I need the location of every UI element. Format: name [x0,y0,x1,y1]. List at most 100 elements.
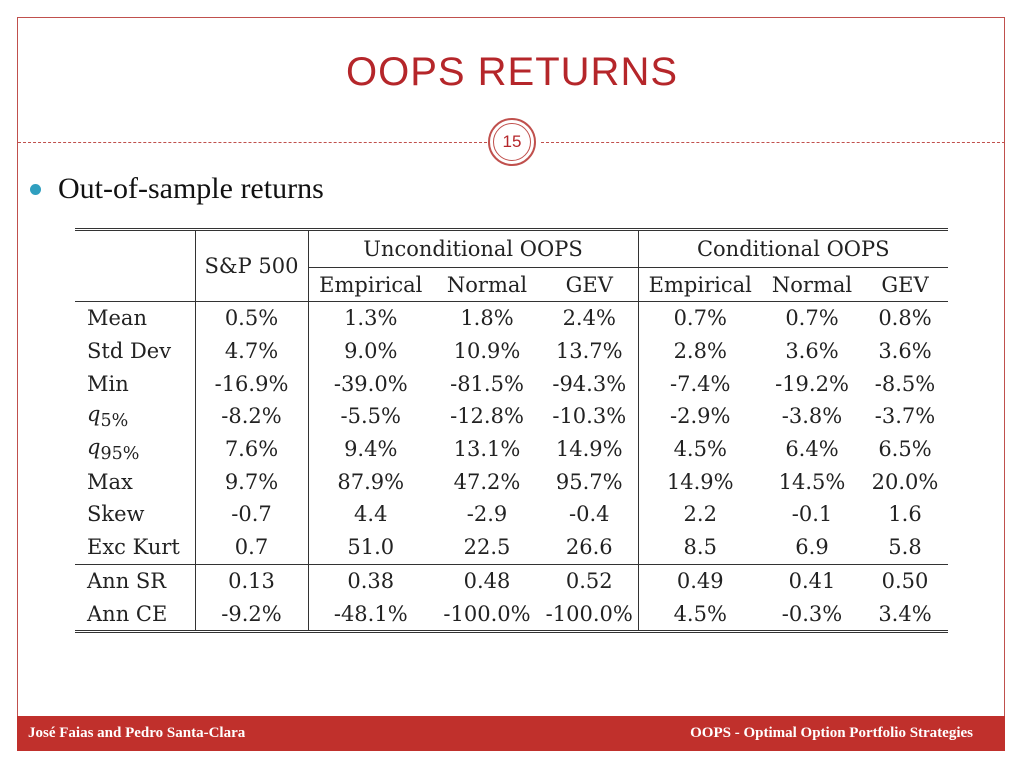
table-cell: 9.4% [307,432,433,466]
footer-authors: José Faias and Pedro Santa-Clara [28,725,246,741]
row-label: q5% [87,401,129,431]
page-number: 15 [493,123,531,161]
table-cell: 0.41 [762,563,862,598]
table-row: Exc Kurt 0.7 51.0 22.5 26.6 8.5 6.9 5.8 [75,530,948,564]
footer-presentation-title: OOPS - Optimal Option Portfolio Strategi… [690,725,973,741]
table-cell: -3.7% [874,404,936,429]
table-cell: -0.4 [569,502,610,527]
table-row: Std Dev 4.7% 9.0% 10.9% 13.7% 2.8% 3.6% 3.6% [75,334,948,368]
table-cell: 14.9% [555,437,623,462]
footer-bar: José Faias and Pedro Santa-Clara OOPS - … [17,716,1005,751]
table-cell: 14.9% [637,465,762,499]
table-cell: 4.4 [307,498,433,531]
table-row: Skew -0.7 4.4 -2.9 -0.4 2.2 -0.1 1.6 [75,498,948,531]
table-cell: -5.5% [307,400,433,433]
table-cell: -100.0% [545,601,633,626]
table-row: Ann CE -9.2% -48.1% -100.0% -100.0% 4.5% -0.3%… [75,597,948,632]
slide-title: OOPS RETURNS [345,50,679,94]
table-cell: 6.4% [785,437,839,462]
row-label: Skew [87,502,145,527]
table-cell: 1.8% [460,306,514,331]
page-number-badge: 15 [488,118,536,166]
table-cell: 7.6% [194,432,308,466]
bullet-dot-icon [30,183,41,195]
table-row: Mean 0.5% 1.3% 1.8% 2.4% 0.7% 0.7% 0.8% [75,301,948,335]
table-cell: -0.3% [781,601,843,626]
table-cell: 0.5% [194,301,308,335]
table-cell: 95.7% [555,469,623,494]
row-label: Mean [87,306,147,331]
row-label: Ann CE [87,601,168,626]
column-header: Normal [762,267,862,302]
table-cell: 0.7% [637,301,762,335]
table-cell: -9.2% [194,597,308,632]
table-cell: 2.2 [637,498,762,531]
table-cell: 47.2% [453,469,521,494]
row-label: Max [87,469,133,494]
table-cell: -8.5% [874,371,936,396]
sp500-header: S&P 500 [194,229,308,302]
table-cell: 0.38 [307,563,433,598]
table-cell: 5.8 [888,535,922,560]
bullet-item: Out-of-sample returns [30,172,324,206]
table-cell: 0.8% [878,306,932,331]
table-cell: 4.5% [637,597,762,632]
table-row: q95% 7.6% 9.4% 13.1% 14.9% 4.5% 6.4% 6.5% [75,432,948,466]
table-cell: 9.7% [194,465,308,499]
table-cell: 13.1% [453,437,521,462]
table-cell: -16.9% [194,367,308,401]
table-cell: -81.5% [450,371,524,396]
row-label: Std Dev [87,339,172,364]
table-cell: 0.50 [862,563,948,598]
returns-table-container: S&P 500 Unconditional OOPS Conditional O… [75,228,948,633]
table-row: q5% -8.2% -5.5% -12.8% -10.3% -2.9% -3.8% -3.7% [75,400,948,433]
table-cell: -0.7 [194,498,308,531]
table-cell: 0.52 [541,563,638,598]
table-cell: 2.8% [637,334,762,368]
table-cell: 26.6 [565,535,613,560]
table-cell: 13.7% [555,339,623,364]
table-cell: -2.9 [466,502,508,527]
title-divider-left [18,142,487,143]
conditional-group-header: Conditional OOPS [637,229,948,268]
table-cell: 8.5 [637,530,762,564]
table-cell: 10.9% [453,339,521,364]
table-cell: 51.0 [307,530,433,564]
table-cell: -8.2% [194,400,308,433]
column-header: GEV [541,267,638,302]
table-cell: 6.9 [795,535,829,560]
table-cell: -10.3% [552,404,627,429]
table-cell: 20.0% [871,469,939,494]
table-cell: 4.7% [194,334,308,368]
bullet-text: Out-of-sample returns [58,172,324,205]
table-cell: -2.9% [637,400,762,433]
table-cell: 2.4% [562,306,616,331]
table-cell: 22.5 [463,535,511,560]
row-label-header [75,229,195,302]
returns-table: S&P 500 Unconditional OOPS Conditional O… [75,228,948,633]
table-cell: 3.6% [785,339,839,364]
table-cell: -0.1 [791,502,833,527]
table-cell: -12.8% [450,404,524,429]
table-cell: -100.0% [443,601,531,626]
table-cell: -19.2% [775,371,849,396]
column-header: GEV [862,267,948,302]
table-cell: 6.5% [878,437,932,462]
table-cell: -39.0% [307,367,433,401]
table-cell: -48.1% [307,597,433,632]
table-body: Mean 0.5% 1.3% 1.8% 2.4% 0.7% 0.7% 0.8% Std Dev 4… [75,301,948,632]
table-row: Min -16.9% -39.0% -81.5% -94.3% -7.4% -19.2% -8… [75,367,948,401]
table-cell: 1.6 [888,502,922,527]
row-label: Exc Kurt [87,535,180,560]
table-cell: 3.6% [878,339,932,364]
column-header: Empirical [637,267,762,302]
table-cell: 87.9% [307,465,433,499]
table-cell: 0.48 [433,563,541,598]
unconditional-group-header: Unconditional OOPS [307,229,638,268]
table-cell: 0.13 [194,563,308,598]
table-cell: -94.3% [552,371,627,396]
table-cell: 4.5% [637,432,762,466]
column-header: Empirical [307,267,433,302]
table-cell: 0.7 [194,530,308,564]
table-cell: -3.8% [781,404,843,429]
